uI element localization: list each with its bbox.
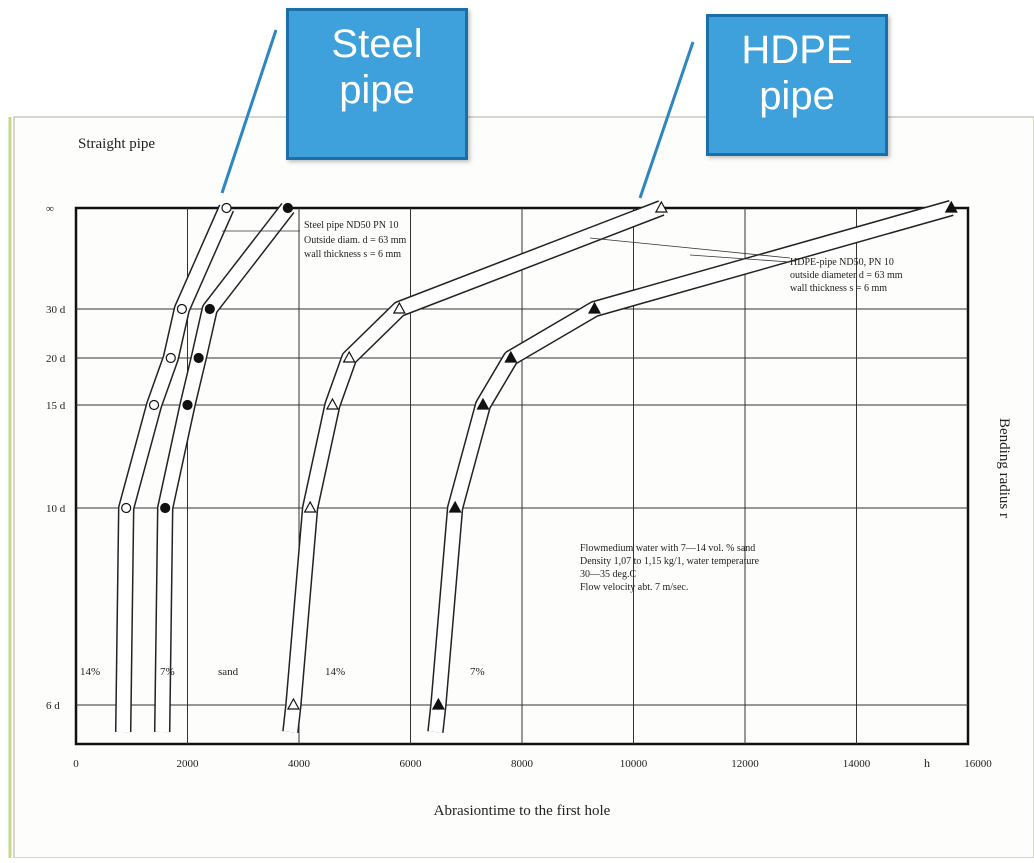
y-tick-label-3: 20 d: [46, 353, 66, 365]
steel-callout-line-1: Steel: [331, 22, 423, 66]
marker-3-1: [448, 500, 462, 513]
hdpe-annotation: HDPE-pipe ND50, PN 10 outside diameter d…: [790, 257, 903, 294]
hdpe-annotation-line-2: outside diameter d = 63 mm: [790, 270, 903, 281]
series-band-fill-0: [116, 205, 233, 733]
x-tick-label-7: 14000: [843, 758, 871, 770]
steel-callout-line-2: pipe: [339, 68, 415, 112]
hdpe-callout-line-1: HDPE: [741, 28, 853, 72]
marker-0-0: [121, 502, 132, 514]
marker-1-0: [160, 502, 171, 514]
marker-0-1: [148, 399, 160, 411]
steel-callout-pointer: [220, 29, 278, 194]
band-labels: 14% 7% sand 14% 7%: [80, 666, 485, 678]
marker-3-4: [587, 301, 601, 314]
hdpe-annotation-line-1: HDPE-pipe ND50, PN 10: [790, 257, 894, 268]
x-tick-label-0: 0: [73, 758, 79, 770]
x-axis-label: Abrasiontime to the first hole: [434, 803, 611, 819]
hdpe-annotation-line-3: wall thickness s = 6 mm: [790, 283, 887, 294]
band-label-steel-14: 14%: [80, 666, 100, 678]
marker-1-2: [193, 352, 204, 364]
marker-1-1: [182, 399, 193, 411]
data-markers: [121, 200, 958, 710]
marker-0-2: [165, 352, 176, 364]
conditions-note: Flowmedium water with 7—14 vol. % sand D…: [580, 543, 760, 593]
marker-2-1: [303, 500, 317, 513]
marker-2-3: [342, 350, 356, 363]
conditions-line-1: Flowmedium water with 7—14 vol. % sand: [580, 543, 755, 554]
marker-2-2: [325, 397, 339, 410]
hdpe-annotation-leader-1: [589, 237, 791, 259]
x-tick-label-4: 8000: [511, 758, 534, 770]
steel-annotation-line-3: wall thickness s = 6 mm: [304, 249, 401, 260]
chart-title: Straight pipe: [78, 136, 155, 152]
band-label-hdpe-7: 7%: [470, 666, 485, 678]
marker-3-0: [431, 697, 445, 710]
marker-2-5: [654, 200, 668, 213]
y-tick-label-0: 6 d: [46, 700, 60, 712]
y-tick-labels: 6 d 10 d 15 d 20 d 30 d ∞: [46, 203, 66, 712]
marker-2-4: [392, 301, 406, 314]
marker-3-3: [504, 350, 518, 363]
steel-annotation-line-1: Steel pipe ND50 PN 10: [304, 220, 398, 231]
x-tick-label-1: 2000: [177, 758, 200, 770]
y-tick-label-2: 15 d: [46, 400, 66, 412]
steel-annotation-line-2: Outside diam. d = 63 mm: [304, 235, 407, 246]
marker-2-0: [286, 697, 300, 710]
x-tick-label-3: 6000: [400, 758, 423, 770]
y-tick-label-5: ∞: [46, 203, 54, 215]
hdpe-pipe-callout: HDPE pipe: [706, 14, 888, 156]
band-label-sand: sand: [218, 666, 239, 678]
x-tick-label-2: 4000: [288, 758, 311, 770]
marker-1-3: [204, 303, 215, 315]
x-tick-labels: 0 2000 4000 6000 8000 10000 12000 14000 16000: [73, 758, 992, 770]
x-tick-label-6: 12000: [731, 758, 759, 770]
conditions-line-3: 30—35 deg.C: [580, 569, 636, 580]
y-tick-label-4: 30 d: [46, 304, 66, 316]
marker-0-4: [221, 202, 232, 214]
hdpe-annotation-leader-2: [689, 254, 791, 263]
x-tick-label-5: 10000: [620, 758, 648, 770]
hdpe-callout-line-2: pipe: [759, 74, 835, 118]
marker-1-4: [282, 202, 293, 214]
marker-0-3: [176, 303, 188, 315]
conditions-line-4: Flow velocity abt. 7 m/sec.: [580, 582, 688, 593]
steel-annotation: Steel pipe ND50 PN 10 Outside diam. d = …: [304, 220, 407, 260]
conditions-line-2: Density 1,07 to 1,15 kg/1, water tempera…: [580, 556, 760, 567]
series-band-fill-1: [155, 203, 294, 733]
hdpe-callout-pointer: [638, 41, 695, 199]
x-tick-label-8: 16000: [964, 758, 992, 770]
marker-3-5: [944, 200, 958, 213]
marker-3-2: [476, 397, 490, 410]
y-axis-label: Bending radius r: [996, 418, 1012, 518]
band-label-hdpe-14: 14%: [325, 666, 345, 678]
x-unit-label: h: [924, 756, 930, 770]
y-tick-label-1: 10 d: [46, 503, 66, 515]
band-label-steel-7: 7%: [160, 666, 175, 678]
steel-pipe-callout: Steel pipe: [286, 8, 468, 160]
